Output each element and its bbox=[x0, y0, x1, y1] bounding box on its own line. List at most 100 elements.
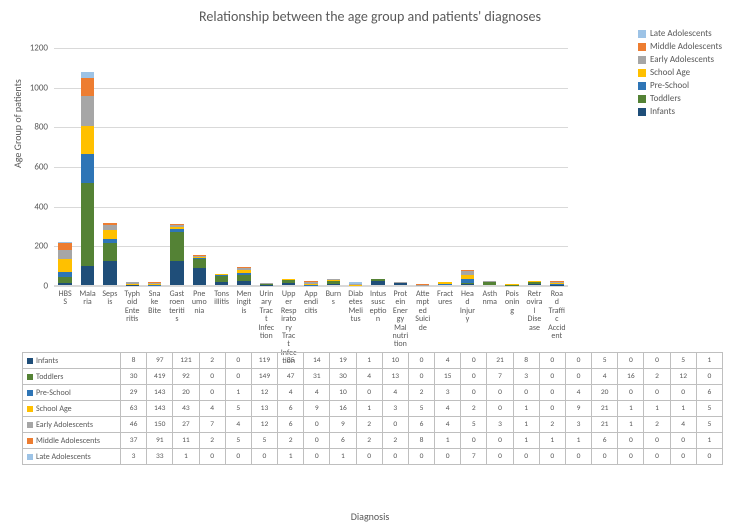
xtick-label: Appendicitis bbox=[300, 290, 322, 315]
table-cell: 0 bbox=[487, 385, 513, 401]
xtick-label: TyphoidEnteritis bbox=[121, 290, 143, 324]
legend-item: Infants bbox=[638, 106, 722, 117]
table-cell: 3 bbox=[382, 401, 408, 417]
legend-item: Toddlers bbox=[638, 93, 722, 104]
table-cell: 2 bbox=[644, 369, 670, 385]
table-cell: 9 bbox=[565, 401, 591, 417]
xtick-label: ProteinEnergyMalnutrition bbox=[389, 290, 411, 349]
series-name-label: School Age bbox=[36, 404, 72, 414]
data-table: Infants897121201198514191100402180050051… bbox=[22, 352, 723, 465]
table-cell: 0 bbox=[487, 401, 513, 417]
ytick-label: 600 bbox=[34, 162, 48, 173]
legend-label: Pre-School bbox=[650, 80, 689, 91]
table-cell: 8 bbox=[513, 353, 539, 369]
table-cell: 0 bbox=[513, 385, 539, 401]
table-cell: 2 bbox=[382, 433, 408, 449]
xtick-label: Burns bbox=[322, 290, 344, 307]
legend-item: Late Adolescents bbox=[638, 28, 722, 39]
table-cell: 0 bbox=[565, 369, 591, 385]
ytick-label: 800 bbox=[34, 122, 48, 133]
table-cell: 21 bbox=[487, 353, 513, 369]
table-cell: 1 bbox=[618, 401, 644, 417]
table-cell: 21 bbox=[592, 417, 618, 433]
row-swatch bbox=[27, 374, 33, 380]
table-cell: 0 bbox=[539, 449, 565, 465]
table-cell: 0 bbox=[644, 353, 670, 369]
table-cell: 121 bbox=[173, 353, 199, 369]
table-cell: 0 bbox=[461, 433, 487, 449]
bar-segment bbox=[170, 232, 183, 262]
table-cell: 7 bbox=[199, 417, 225, 433]
bar-column bbox=[550, 281, 563, 285]
row-swatch bbox=[27, 438, 33, 444]
table-row: Toddlers30419920014947313041301507300416… bbox=[23, 369, 723, 385]
table-cell: 7 bbox=[487, 369, 513, 385]
table-cell: 1 bbox=[435, 433, 461, 449]
table-cell: 97 bbox=[147, 353, 173, 369]
table-cell: 2 bbox=[199, 433, 225, 449]
table-cell: 46 bbox=[121, 417, 147, 433]
table-cell: 10 bbox=[382, 353, 408, 369]
legend-swatch bbox=[638, 82, 646, 90]
table-cell: 0 bbox=[304, 433, 330, 449]
bar-segment bbox=[237, 281, 250, 285]
table-cell: 0 bbox=[435, 449, 461, 465]
table-cell: 2 bbox=[539, 417, 565, 433]
table-cell: 21 bbox=[592, 401, 618, 417]
table-cell: 3 bbox=[565, 417, 591, 433]
table-cell: 0 bbox=[225, 369, 251, 385]
ytick-label: 0 bbox=[43, 281, 48, 292]
bar-column bbox=[148, 282, 161, 285]
table-cell: 4 bbox=[592, 369, 618, 385]
table-cell: 0 bbox=[461, 369, 487, 385]
table-cell: 5 bbox=[251, 433, 277, 449]
xtick-label: Sepsis bbox=[99, 290, 121, 307]
xtick-label: HeadInjury bbox=[456, 290, 478, 324]
chart-title: Relationship between the age group and p… bbox=[0, 8, 740, 25]
bar-segment bbox=[170, 261, 183, 285]
table-cell: 10 bbox=[330, 385, 356, 401]
table-cell: 5 bbox=[408, 401, 434, 417]
ytick-label: 1200 bbox=[30, 43, 48, 54]
table-cell: 0 bbox=[356, 385, 382, 401]
table-cell: 20 bbox=[592, 385, 618, 401]
bar-column bbox=[304, 281, 317, 285]
bar-column bbox=[461, 270, 474, 285]
bar-segment bbox=[327, 284, 340, 285]
table-cell: 1 bbox=[330, 449, 356, 465]
table-cell: 12 bbox=[251, 417, 277, 433]
table-cell: 4 bbox=[199, 401, 225, 417]
bar-segment bbox=[215, 282, 228, 285]
x-axis-label: Diagnosis bbox=[0, 510, 740, 523]
bar-segment bbox=[81, 183, 94, 266]
table-cell: 14 bbox=[304, 353, 330, 369]
table-cell: 119 bbox=[251, 353, 277, 369]
table-row-header: Early Adolescents bbox=[23, 417, 121, 433]
xtick-label: Intussusception bbox=[367, 290, 389, 324]
bar-column bbox=[327, 279, 340, 285]
series-name-label: Infants bbox=[36, 356, 58, 366]
table-cell: 1 bbox=[513, 417, 539, 433]
bar-column bbox=[505, 284, 518, 285]
table-cell: 6 bbox=[592, 433, 618, 449]
table-cell: 0 bbox=[644, 433, 670, 449]
table-cell: 0 bbox=[565, 353, 591, 369]
table-cell: 4 bbox=[356, 369, 382, 385]
table-cell: 0 bbox=[539, 369, 565, 385]
table-cell: 0 bbox=[670, 449, 696, 465]
grid-line bbox=[54, 127, 568, 128]
bar-segment bbox=[81, 266, 94, 285]
table-cell: 143 bbox=[147, 385, 173, 401]
table-cell: 0 bbox=[539, 353, 565, 369]
table-cell: 33 bbox=[147, 449, 173, 465]
table-cell: 27 bbox=[173, 417, 199, 433]
row-swatch bbox=[27, 422, 33, 428]
legend-item: Middle Adolescents bbox=[638, 41, 722, 52]
xtick-label: Pneumonia bbox=[188, 290, 210, 315]
table-cell: 0 bbox=[696, 449, 722, 465]
bar-column bbox=[193, 255, 206, 285]
bar-segment bbox=[103, 230, 116, 239]
table-cell: 63 bbox=[121, 401, 147, 417]
bar-column bbox=[126, 282, 139, 285]
table-cell: 85 bbox=[278, 353, 304, 369]
